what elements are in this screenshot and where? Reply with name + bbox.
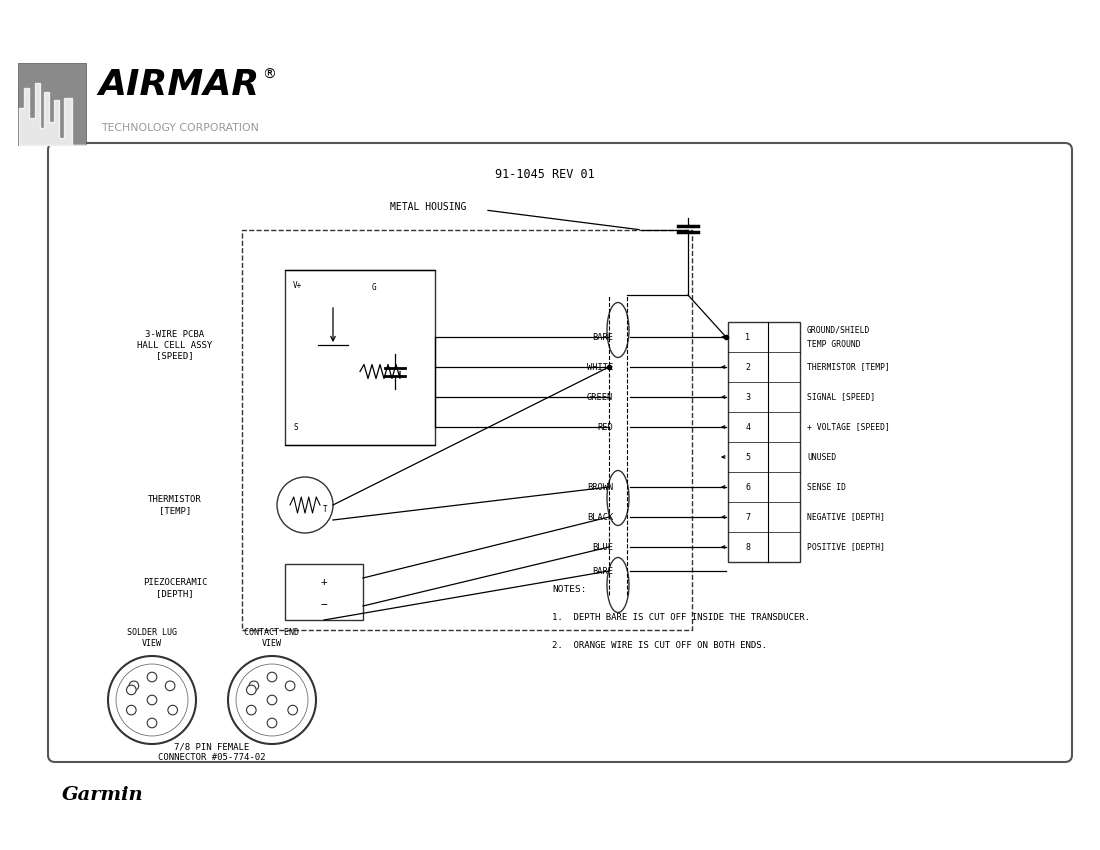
- Bar: [285, 564, 363, 620]
- Text: Garmin: Garmin: [62, 786, 144, 804]
- Bar: [242, 230, 692, 630]
- Text: CONTACT END
VIEW: CONTACT END VIEW: [244, 628, 299, 648]
- Text: 4: 4: [746, 422, 750, 432]
- Circle shape: [129, 681, 139, 691]
- Text: GREEN: GREEN: [586, 393, 613, 401]
- Circle shape: [249, 681, 258, 691]
- Polygon shape: [19, 83, 86, 145]
- Text: BROWN: BROWN: [586, 483, 613, 491]
- Text: THERMISTOR
[TEMP]: THERMISTOR [TEMP]: [148, 496, 202, 515]
- Text: −: −: [320, 600, 328, 610]
- Bar: [285, 270, 435, 445]
- Text: BLACK: BLACK: [586, 513, 613, 522]
- Circle shape: [168, 706, 177, 715]
- Text: 3: 3: [746, 393, 750, 401]
- Circle shape: [147, 718, 157, 728]
- Text: 5: 5: [746, 452, 750, 462]
- Text: AIRMAR: AIRMAR: [98, 68, 260, 102]
- Text: UNUSED: UNUSED: [807, 452, 836, 462]
- FancyBboxPatch shape: [48, 143, 1072, 762]
- Text: 7: 7: [746, 513, 750, 522]
- Text: GROUND/SHIELD: GROUND/SHIELD: [807, 326, 870, 335]
- Text: BARE: BARE: [592, 566, 613, 575]
- Text: G: G: [372, 284, 376, 292]
- Circle shape: [165, 681, 175, 691]
- Text: 7/8 PIN FEMALE
CONNECTOR #05-774-02: 7/8 PIN FEMALE CONNECTOR #05-774-02: [158, 742, 266, 762]
- Circle shape: [126, 706, 136, 715]
- Text: +: +: [320, 577, 328, 587]
- Text: 1.  DEPTH BARE IS CUT OFF INSIDE THE TRANSDUCER.: 1. DEPTH BARE IS CUT OFF INSIDE THE TRAN…: [552, 614, 810, 622]
- Text: SIGNAL [SPEED]: SIGNAL [SPEED]: [807, 393, 876, 401]
- Circle shape: [277, 477, 333, 533]
- Circle shape: [147, 672, 157, 682]
- Text: THERMISTOR [TEMP]: THERMISTOR [TEMP]: [807, 362, 890, 371]
- Circle shape: [246, 685, 256, 694]
- Bar: [18, 63, 86, 145]
- Circle shape: [267, 718, 277, 728]
- Ellipse shape: [607, 558, 629, 613]
- Text: 91-1045 REV 01: 91-1045 REV 01: [495, 168, 595, 182]
- Text: SENSE ID: SENSE ID: [807, 483, 846, 491]
- Text: POSITIVE [DEPTH]: POSITIVE [DEPTH]: [807, 542, 886, 552]
- Circle shape: [246, 706, 256, 715]
- Text: + VOLTAGE [SPEED]: + VOLTAGE [SPEED]: [807, 422, 890, 432]
- Text: PIEZOCERAMIC
[DEPTH]: PIEZOCERAMIC [DEPTH]: [143, 578, 207, 598]
- Text: NEGATIVE [DEPTH]: NEGATIVE [DEPTH]: [807, 513, 886, 522]
- Text: BLUE: BLUE: [592, 542, 613, 552]
- Circle shape: [228, 656, 316, 744]
- Circle shape: [126, 685, 136, 694]
- Circle shape: [288, 706, 297, 715]
- Circle shape: [267, 672, 277, 682]
- Text: TEMP GROUND: TEMP GROUND: [807, 339, 860, 348]
- Text: S: S: [293, 422, 298, 432]
- Text: 6: 6: [746, 483, 750, 491]
- Ellipse shape: [607, 303, 629, 358]
- Text: 2.  ORANGE WIRE IS CUT OFF ON BOTH ENDS.: 2. ORANGE WIRE IS CUT OFF ON BOTH ENDS.: [552, 641, 767, 649]
- Text: RED: RED: [597, 422, 613, 432]
- Text: 1: 1: [746, 332, 750, 342]
- Text: 3-WIRE PCBA
HALL CELL ASSY
[SPEED]: 3-WIRE PCBA HALL CELL ASSY [SPEED]: [138, 330, 212, 360]
- Ellipse shape: [607, 471, 629, 525]
- Text: ®: ®: [262, 68, 276, 82]
- Text: BARE: BARE: [592, 332, 613, 342]
- Text: WHITE: WHITE: [586, 362, 613, 371]
- Text: 8: 8: [746, 542, 750, 552]
- Circle shape: [267, 695, 277, 705]
- Circle shape: [285, 681, 295, 691]
- Text: 2: 2: [746, 362, 750, 371]
- Text: NOTES:: NOTES:: [552, 586, 586, 594]
- Text: V+: V+: [293, 280, 303, 290]
- Bar: [728, 322, 800, 562]
- Text: T: T: [323, 506, 328, 514]
- Circle shape: [147, 695, 157, 705]
- Text: SOLDER LUG
VIEW: SOLDER LUG VIEW: [126, 628, 177, 648]
- Text: TECHNOLOGY CORPORATION: TECHNOLOGY CORPORATION: [101, 123, 258, 133]
- Text: METAL HOUSING: METAL HOUSING: [390, 202, 466, 212]
- Circle shape: [108, 656, 196, 744]
